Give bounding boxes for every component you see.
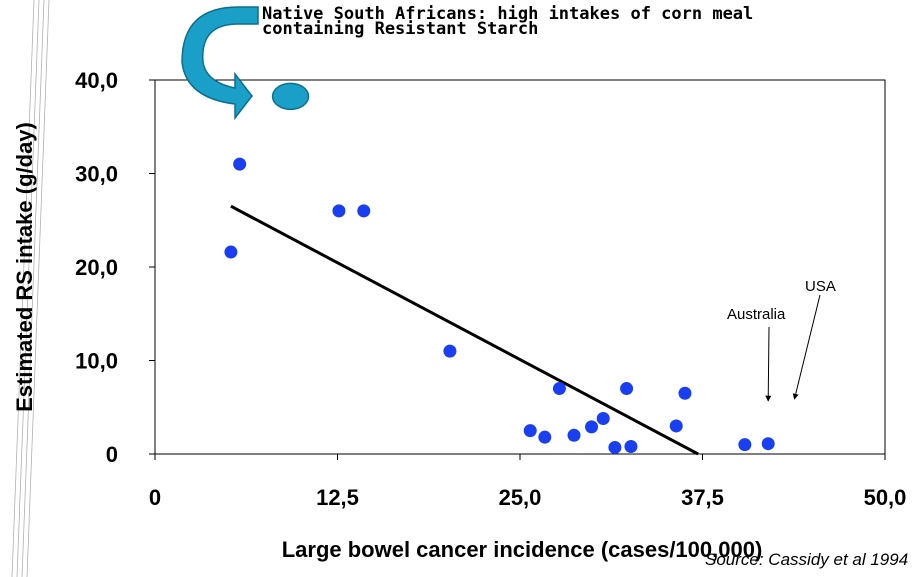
data-point — [538, 430, 552, 444]
chart-title: Native South Africans: high intakes of c… — [262, 4, 902, 39]
data-point — [585, 420, 599, 434]
y-axis-ticks: 0 10,0 20,0 30,0 40,0 — [75, 68, 155, 467]
trendline — [230, 204, 699, 456]
chart-title-line-1: Native South Africans: high intakes of c… — [262, 4, 754, 24]
data-point — [678, 386, 692, 400]
x-tick-label: 37,5 — [681, 485, 724, 510]
data-point — [233, 157, 247, 171]
data-point — [620, 382, 634, 396]
data-point — [738, 438, 752, 452]
y-tick-label: 20,0 — [75, 255, 118, 280]
x-axis-label: Large bowel cancer incidence (cases/100,… — [282, 537, 763, 562]
chart-title-line-2: containing Resistant Starch — [262, 19, 539, 39]
x-tick-label: 0 — [149, 485, 161, 510]
plot-frame — [154, 79, 886, 455]
data-point — [669, 419, 683, 433]
data-point — [761, 437, 775, 451]
data-point — [608, 440, 622, 454]
y-tick-label: 40,0 — [75, 68, 118, 93]
annotation-usa-arrow — [792, 294, 821, 400]
y-tick-label: 0 — [106, 442, 118, 467]
data-point — [443, 344, 457, 358]
data-point — [224, 245, 238, 259]
x-tick-label: 12,5 — [316, 485, 359, 510]
annotation-usa: USA — [805, 278, 836, 295]
annotation-australia-arrow — [765, 326, 772, 402]
x-tick-label: 25,0 — [499, 485, 542, 510]
x-axis-ticks: 0 12,5 25,0 37,5 50,0 — [149, 454, 907, 510]
data-point — [523, 424, 537, 438]
decorative-lines — [11, 0, 50, 577]
y-tick-label: 30,0 — [75, 162, 118, 187]
callout-arrow — [181, 6, 259, 121]
callout-layer — [181, 6, 310, 121]
data-point — [552, 382, 566, 396]
data-point — [624, 440, 638, 454]
trendline-layer — [230, 204, 699, 456]
data-points — [224, 157, 775, 454]
source-note: Source: Cassidy et al 1994 — [705, 550, 909, 569]
x-tick-label: 50,0 — [864, 485, 907, 510]
annotations: Australia USA — [727, 278, 836, 402]
callout-ellipse — [271, 82, 310, 111]
data-point — [567, 428, 581, 442]
data-point — [357, 204, 371, 218]
y-tick-label: 10,0 — [75, 349, 118, 374]
data-point — [596, 411, 610, 425]
annotation-australia: Australia — [727, 306, 786, 323]
y-axis-label: Estimated RS intake (g/day) — [12, 122, 37, 412]
data-point — [332, 204, 346, 218]
